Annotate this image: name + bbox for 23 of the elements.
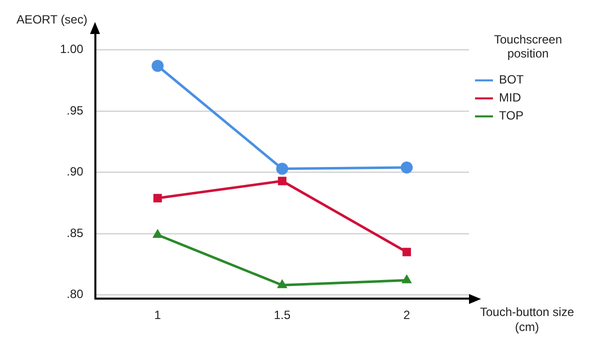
x-tick-label: 2 (403, 308, 410, 322)
point (276, 279, 288, 288)
y-tick-label: .90 (66, 164, 84, 179)
point (402, 274, 412, 284)
legend-title: Touchscreen position (494, 32, 562, 61)
y-tick-label: 1.00 (60, 42, 84, 56)
point (402, 248, 411, 256)
legend-label: TOP (499, 108, 524, 123)
point (152, 60, 164, 72)
y-tick-label: .85 (66, 226, 84, 240)
y-axis-title: AEORT (sec) (16, 12, 88, 26)
point (276, 162, 288, 175)
y-tick-label: .80 (66, 287, 84, 302)
point (152, 228, 163, 238)
x-tick-label: 1.5 (274, 308, 291, 322)
y-tick-label: .95 (66, 103, 84, 118)
point (400, 162, 413, 174)
legend-label: MID (499, 90, 522, 105)
point (278, 176, 286, 186)
x-axis-title: Touch-button size (cm) (480, 304, 574, 334)
x-tick-label: 1 (154, 308, 162, 322)
legend-label: BOT (499, 72, 524, 87)
point (153, 194, 162, 202)
